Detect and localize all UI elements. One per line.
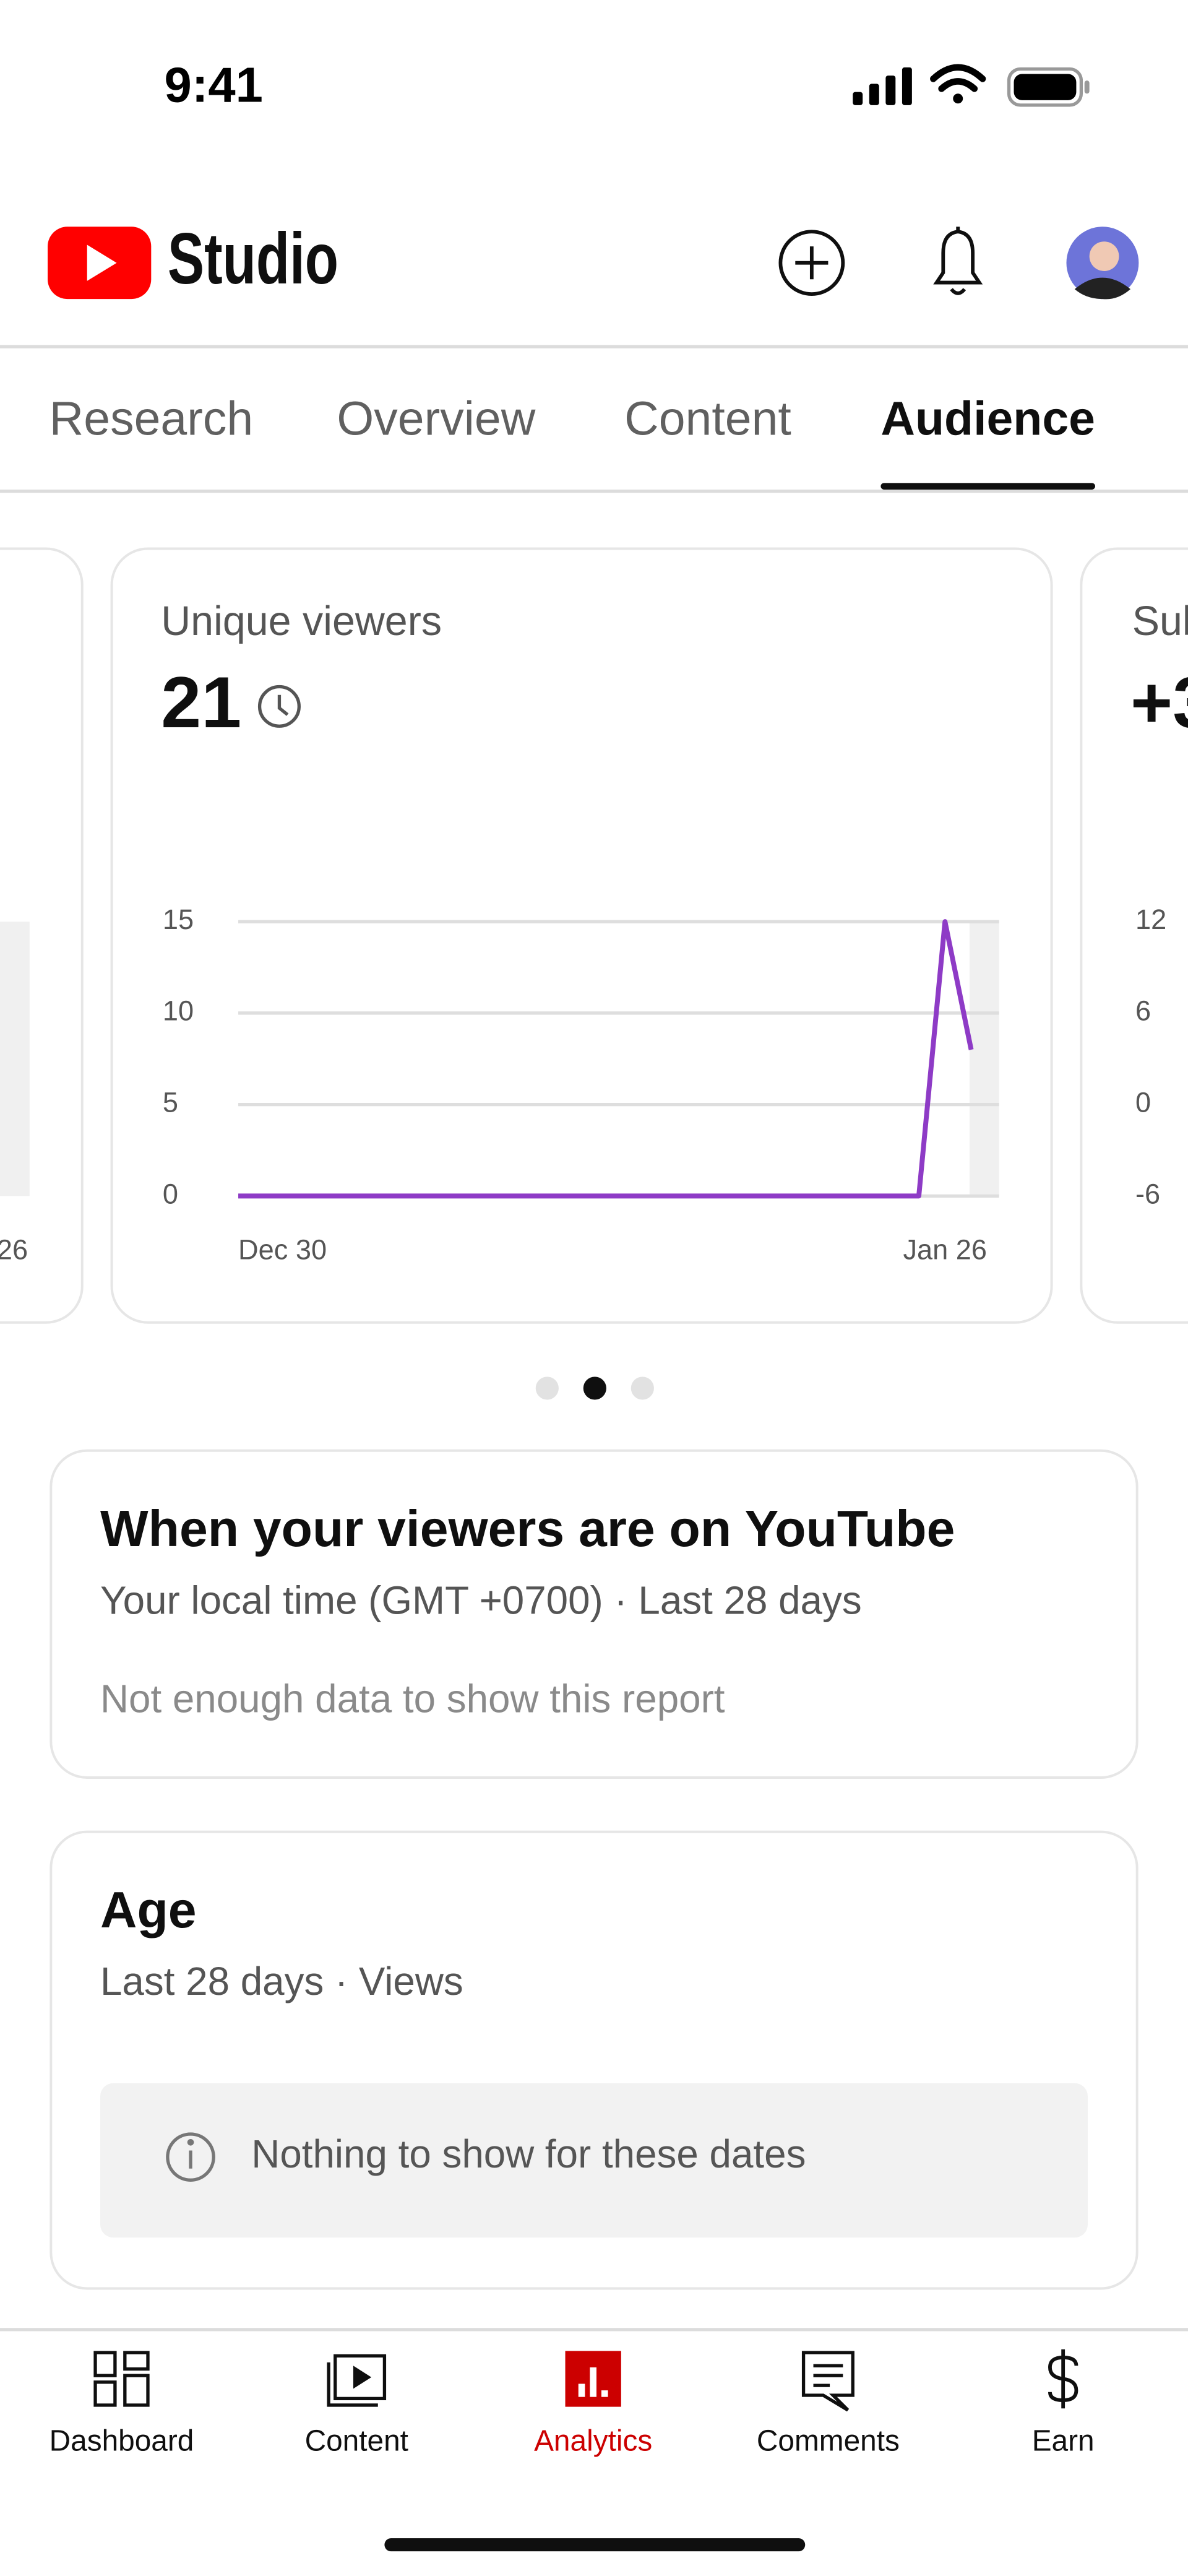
- nav-icon-part: [93, 2351, 117, 2377]
- nav-icon-part: [93, 2380, 117, 2407]
- report-title: When your viewers are on YouTube: [100, 1500, 955, 1557]
- nav-icon-part: [123, 2374, 150, 2407]
- data-line: [238, 919, 974, 1199]
- tab[interactable]: Research: [50, 392, 254, 446]
- create-button[interactable]: [778, 230, 845, 296]
- metric-card[interactable]: [110, 547, 1053, 1324]
- y-tick-label: 10: [163, 995, 194, 1027]
- y-tick-label: 6: [1135, 995, 1151, 1027]
- avatar[interactable]: [1066, 227, 1139, 300]
- status-time: 9:41: [165, 57, 263, 112]
- nav-label: Earn: [1032, 2425, 1095, 2458]
- nav-icon-part: [601, 2390, 608, 2397]
- youtube-logo: [48, 227, 152, 300]
- report-note: Nothing to show for these dates: [251, 2132, 806, 2176]
- home-indicator: [384, 2538, 806, 2552]
- carousel-dots[interactable]: [535, 1377, 654, 1400]
- nav-icon-part: [590, 2367, 596, 2397]
- x-tick-label: Jan 26: [903, 1234, 987, 1266]
- y-tick-label: 15: [163, 904, 194, 935]
- nav-icon-part: [801, 2351, 854, 2412]
- nav-item[interactable]: Comments: [757, 2351, 900, 2458]
- x-tick-label: Jan 26: [0, 1234, 28, 1266]
- metric-value: +3: [1130, 662, 1188, 743]
- plot-shade: [969, 922, 999, 1196]
- battery-icon: [1007, 67, 1090, 107]
- x-tick-label: Dec 30: [238, 1234, 327, 1266]
- y-tick-label: 0: [1135, 1087, 1151, 1118]
- y-tick-label: 0: [163, 1178, 178, 1209]
- metric-value: 21: [161, 662, 241, 743]
- report-card: [50, 1449, 1138, 1779]
- nav-icon-part: [353, 2366, 372, 2389]
- nav-icon-part: [327, 2362, 378, 2407]
- side-card[interactable]: [1080, 547, 1188, 1324]
- wifi-icon: [930, 64, 986, 104]
- report-subtitle: Your local time (GMT +0700) · Last 28 da…: [100, 1578, 862, 1622]
- empty-state: [100, 2083, 1088, 2238]
- nav-label: Analytics: [534, 2425, 652, 2458]
- y-tick-label: -6: [1135, 1178, 1160, 1209]
- metric-title: Unique viewers: [161, 599, 442, 644]
- nav-item[interactable]: Dashboard: [50, 2351, 194, 2458]
- nav-label: Content: [305, 2425, 408, 2458]
- metric-title: Subscribers: [1132, 599, 1188, 644]
- report-subtitle: Last 28 days · Views: [100, 1959, 463, 2003]
- brand: Studio: [168, 218, 338, 299]
- nav-icon-part: [123, 2351, 150, 2371]
- y-tick-label: 5: [163, 1087, 178, 1118]
- notifications-button[interactable]: [933, 227, 983, 295]
- tab[interactable]: Overview: [337, 392, 535, 446]
- nav-icon-part: [578, 2384, 585, 2397]
- plot-shade: [0, 922, 30, 1196]
- nav-label: Dashboard: [50, 2425, 194, 2458]
- nav-item[interactable]: Content: [305, 2354, 408, 2458]
- signal-icon: [853, 67, 912, 105]
- nav-label: Comments: [757, 2425, 900, 2458]
- nav-item[interactable]: Earn: [1032, 2349, 1095, 2458]
- info-icon: [166, 2132, 215, 2182]
- tab-indicator: [880, 483, 1096, 490]
- clock-icon: [257, 685, 301, 728]
- report-note: Not enough data to show this report: [100, 1677, 725, 1721]
- tab[interactable]: Content: [624, 392, 791, 446]
- nav-item[interactable]: Analytics: [534, 2351, 652, 2458]
- tab[interactable]: Audience: [880, 392, 1095, 446]
- report-title: Age: [100, 1882, 197, 1938]
- y-tick-label: 12: [1135, 904, 1166, 935]
- nav-icon-part: [334, 2354, 387, 2400]
